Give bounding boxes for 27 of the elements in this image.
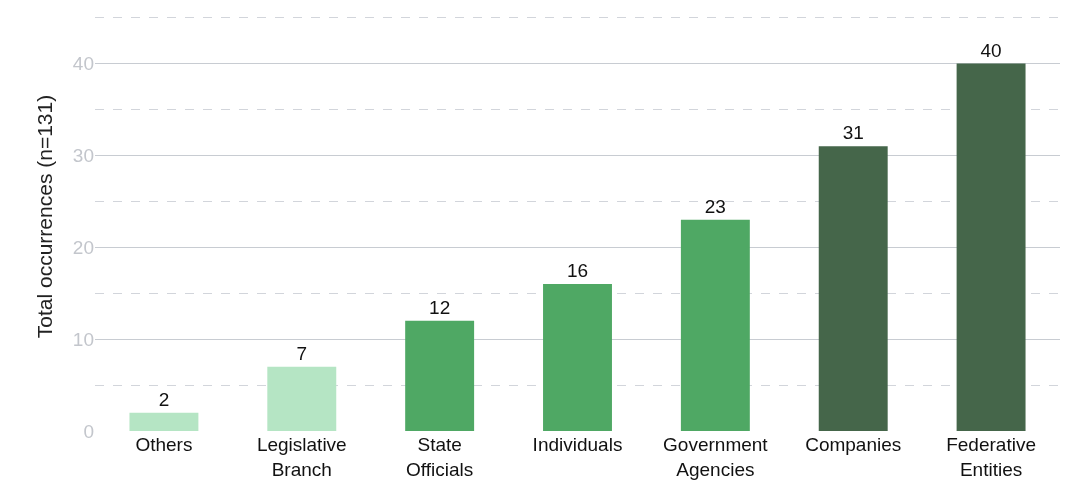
bar	[818, 146, 888, 431]
x-tick-label: Others	[135, 434, 193, 455]
data-label: 31	[842, 122, 864, 144]
data-label: 2	[158, 388, 170, 410]
x-tick-label: Companies	[805, 434, 902, 455]
x-tick-label: Government Agencies	[663, 434, 769, 480]
data-label: 40	[980, 39, 1002, 61]
x-tick-label: Legislative Branch	[256, 434, 347, 480]
bar	[405, 320, 475, 431]
data-label: 16	[566, 260, 589, 282]
data-label: 23	[704, 195, 726, 217]
data-label: 12	[429, 296, 451, 318]
y-axis-title: Total occurrences (n=131)	[33, 94, 57, 339]
bar	[543, 284, 612, 431]
x-tick-label: Individuals	[532, 434, 623, 455]
x-tick-label: Federative Entities	[946, 434, 1036, 480]
bar	[680, 219, 750, 431]
data-label: 7	[296, 342, 308, 364]
y-tick-label: 40	[72, 53, 94, 75]
bar	[267, 366, 337, 431]
bar	[129, 412, 199, 431]
y-tick-label: 30	[72, 145, 94, 167]
y-tick-label: 10	[72, 328, 94, 350]
bar	[956, 63, 1026, 431]
y-tick-label: 20	[72, 236, 94, 258]
x-tick-label: State Officials	[406, 434, 474, 480]
y-tick-label: 0	[83, 420, 94, 442]
